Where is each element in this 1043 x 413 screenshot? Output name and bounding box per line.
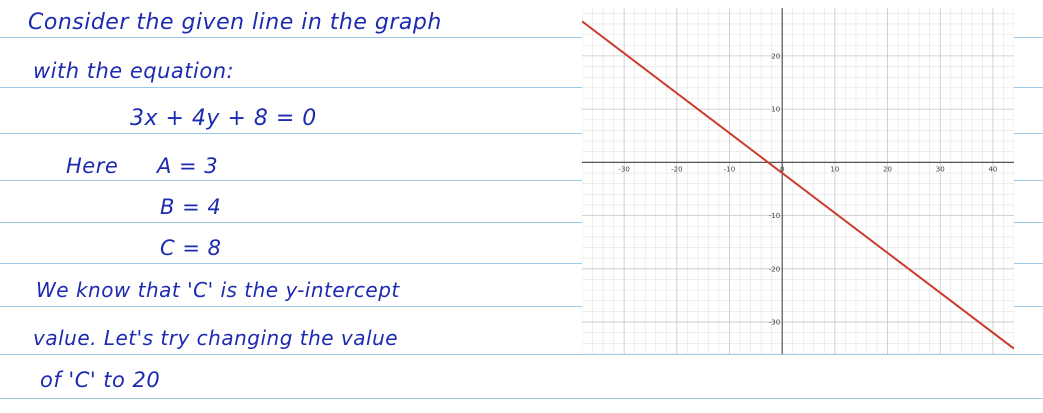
series-line: [582, 20, 1014, 350]
note-here: Here: [66, 154, 119, 178]
ruled-line: [0, 263, 1043, 264]
x-tick-label: 10: [830, 165, 839, 173]
y-tick-label: -10: [769, 212, 780, 220]
graph-panel: -30 -20 -10 0 10 20 30 40 20 10 -10 -20 -30: [582, 8, 1014, 354]
ruled-line: [0, 133, 1043, 134]
note-line-2: with the equation:: [33, 59, 235, 83]
x-tick-label: 0: [780, 165, 784, 173]
ruled-line: [0, 180, 1043, 181]
ruled-line: [0, 306, 1043, 307]
x-tick-label: 30: [936, 165, 945, 173]
note-line-1: Consider the given line in the graph: [28, 10, 442, 35]
y-tick-label: 20: [771, 52, 780, 60]
x-tick-label: 20: [883, 165, 892, 173]
y-tick-label: 10: [771, 106, 780, 114]
note-a-value: A = 3: [157, 154, 219, 178]
note-equation: 3x + 4y + 8 = 0: [130, 106, 317, 131]
x-tick-label: 40: [988, 165, 997, 173]
ruled-line: [0, 354, 1043, 355]
y-tick-label: -20: [769, 265, 780, 273]
note-line-9: value. Let's try changing the value: [33, 326, 399, 350]
note-b-value: B = 4: [160, 195, 222, 219]
note-c-value: C = 8: [160, 236, 222, 260]
y-tick-label: -30: [769, 319, 780, 327]
x-tick-label: -30: [618, 165, 629, 173]
ruled-line: [0, 37, 1043, 38]
x-tick-label: -10: [724, 165, 735, 173]
ruled-line: [0, 87, 1043, 88]
ruled-line: [0, 222, 1043, 223]
ruled-line: [0, 398, 1043, 399]
x-tick-label: -20: [671, 165, 682, 173]
note-line-8: We know that 'C' is the y-intercept: [36, 278, 400, 302]
line-graph: -30 -20 -10 0 10 20 30 40 20 10 -10 -20 -30: [582, 8, 1014, 354]
note-line-10: of 'C' to 20: [40, 368, 161, 392]
